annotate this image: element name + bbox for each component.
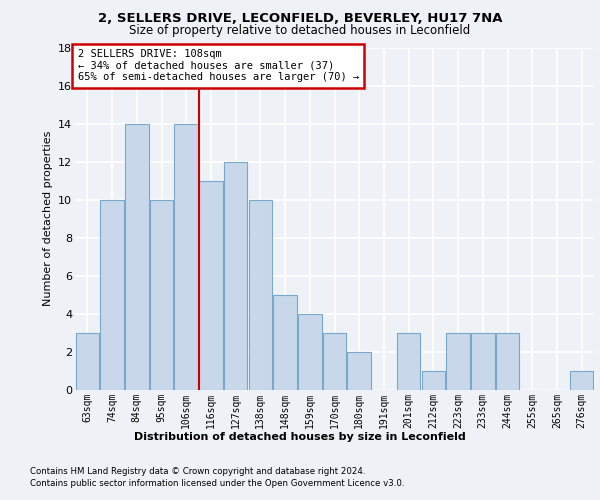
Bar — [76, 333, 99, 390]
Text: Contains public sector information licensed under the Open Government Licence v3: Contains public sector information licen… — [30, 479, 404, 488]
Bar — [199, 180, 223, 390]
Text: 2, SELLERS DRIVE, LECONFIELD, BEVERLEY, HU17 7NA: 2, SELLERS DRIVE, LECONFIELD, BEVERLEY, … — [98, 12, 502, 26]
Text: 2 SELLERS DRIVE: 108sqm
← 34% of detached houses are smaller (37)
65% of semi-de: 2 SELLERS DRIVE: 108sqm ← 34% of detache… — [77, 49, 359, 82]
Y-axis label: Number of detached properties: Number of detached properties — [43, 131, 53, 306]
Bar — [125, 124, 149, 390]
Bar — [274, 295, 297, 390]
Text: Size of property relative to detached houses in Leconfield: Size of property relative to detached ho… — [130, 24, 470, 37]
Bar — [397, 333, 421, 390]
Text: Distribution of detached houses by size in Leconfield: Distribution of detached houses by size … — [134, 432, 466, 442]
Bar — [422, 371, 445, 390]
Text: Contains HM Land Registry data © Crown copyright and database right 2024.: Contains HM Land Registry data © Crown c… — [30, 468, 365, 476]
Bar — [471, 333, 494, 390]
Bar — [248, 200, 272, 390]
Bar — [100, 200, 124, 390]
Bar — [496, 333, 519, 390]
Bar — [298, 314, 322, 390]
Bar — [175, 124, 198, 390]
Bar — [323, 333, 346, 390]
Bar — [570, 371, 593, 390]
Bar — [446, 333, 470, 390]
Bar — [224, 162, 247, 390]
Bar — [347, 352, 371, 390]
Bar — [150, 200, 173, 390]
